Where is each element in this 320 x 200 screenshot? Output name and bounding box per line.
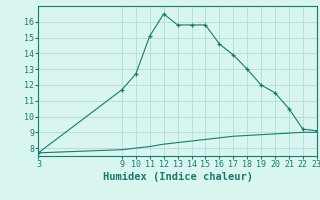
X-axis label: Humidex (Indice chaleur): Humidex (Indice chaleur) xyxy=(103,172,252,182)
